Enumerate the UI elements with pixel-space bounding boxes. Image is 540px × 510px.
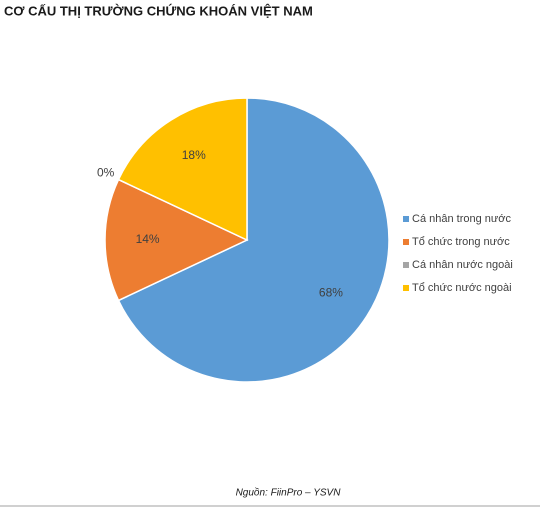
data-label: 0% <box>97 166 115 180</box>
data-label: 68% <box>319 285 343 299</box>
legend-swatch <box>403 285 409 291</box>
legend-label: Cá nhân trong nước <box>412 213 511 225</box>
legend-label: Tổ chức trong nước <box>412 236 510 248</box>
data-label: 14% <box>136 232 160 246</box>
legend-label: Tổ chức nước ngoài <box>412 282 512 294</box>
legend-label: Cá nhân nước ngoài <box>412 259 513 271</box>
data-label: 18% <box>182 148 206 162</box>
legend-swatch <box>403 262 409 268</box>
chart-title: CƠ CẤU THỊ TRƯỜNG CHỨNG KHOÁN VIỆT NAM <box>4 3 313 18</box>
source-note: Nguồn: FiinPro – YSVN <box>236 487 342 499</box>
pie-slice <box>117 97 390 383</box>
pie-slice <box>104 178 249 302</box>
pie-slice <box>117 97 248 242</box>
legend-swatch <box>403 239 409 245</box>
legend-swatch <box>403 216 409 222</box>
